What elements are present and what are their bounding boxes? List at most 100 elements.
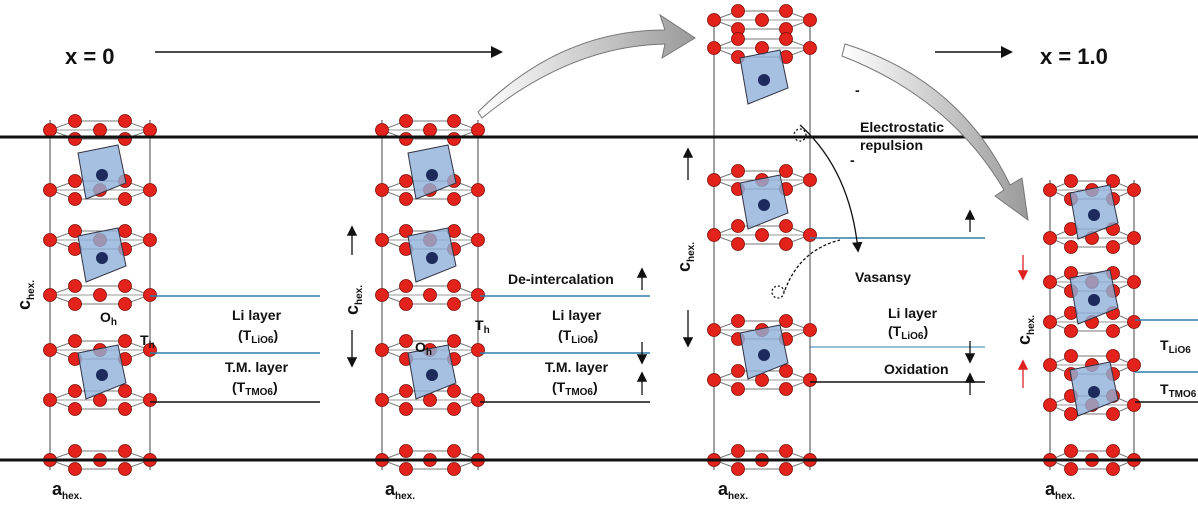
oxygen-atom: [375, 233, 389, 247]
oxygen-atom: [1127, 183, 1141, 197]
metal-atom: [758, 74, 770, 86]
oxygen-atom: [1064, 444, 1078, 458]
oxygen-atom: [118, 279, 132, 293]
oxygen-atom: [447, 334, 461, 348]
oxygen-atom: [779, 462, 793, 476]
a-axis-label: ahex.: [385, 479, 415, 502]
oxygen-atom: [1127, 315, 1141, 329]
metal-atom: [1088, 386, 1100, 398]
oxygen-atom: [471, 183, 485, 197]
oxygen-atom: [731, 444, 745, 458]
oxygen-atom: [118, 132, 132, 146]
oxygen-atom: [399, 402, 413, 416]
metal-atom: [1088, 294, 1100, 306]
oxygen-atom: [755, 13, 769, 27]
tm-layer-label: T.M. layer: [225, 359, 289, 375]
oxygen-atom: [399, 174, 413, 188]
oxygen-atom: [731, 32, 745, 46]
oxygen-atom: [447, 402, 461, 416]
oxygen-atom: [731, 364, 745, 378]
oxygen-atom: [375, 123, 389, 137]
process-label: De-intercalation: [508, 271, 614, 287]
oxygen-atom: [447, 192, 461, 206]
oxygen-atom: [1064, 240, 1078, 254]
oxygen-atom: [1127, 398, 1141, 412]
oxygen-atom: [1106, 174, 1120, 188]
a-axis-label: ahex.: [1045, 479, 1075, 502]
oxygen-atom: [803, 13, 817, 27]
oh-label: Oh: [415, 339, 432, 358]
oxygen-atom: [118, 334, 132, 348]
oxygen-atom: [423, 123, 437, 137]
oxygen-atom: [803, 173, 817, 187]
oxygen-atom: [43, 393, 57, 407]
oxygen-atom: [1043, 183, 1057, 197]
oxygen-atom: [1127, 275, 1141, 289]
tm-notation: (TTMO6): [232, 379, 278, 398]
oxygen-atom: [399, 192, 413, 206]
oxygen-atom: [779, 382, 793, 396]
oxygen-atom: [1106, 324, 1120, 338]
c-axis-label: chex.: [1014, 315, 1037, 345]
oxygen-atom: [1106, 349, 1120, 363]
tm-layer-label: T.M. layer: [545, 359, 609, 375]
oxygen-atom: [779, 314, 793, 328]
repulsion-label: Electrostatic: [860, 119, 944, 135]
oxygen-atom: [471, 288, 485, 302]
oxygen-atom: [143, 123, 157, 137]
oxygen-atom: [375, 393, 389, 407]
oxygen-atom: [68, 279, 82, 293]
oxygen-atom: [43, 123, 57, 137]
li-notation: (TLiO6): [888, 323, 928, 342]
oxygen-atom: [779, 164, 793, 178]
oxygen-atom: [731, 462, 745, 476]
a-axis-label: ahex.: [52, 479, 82, 502]
c-axis-label: chex.: [674, 242, 697, 272]
oxygen-atom: [399, 297, 413, 311]
oxygen-atom: [68, 114, 82, 128]
end-label: x = 1.0: [1040, 44, 1108, 69]
oxygen-atom: [118, 297, 132, 311]
oxygen-atom: [1064, 349, 1078, 363]
oxygen-atom: [399, 114, 413, 128]
oxygen-atom: [143, 393, 157, 407]
metal-atom: [758, 349, 770, 361]
oxygen-atom: [779, 4, 793, 18]
oxygen-atom: [118, 192, 132, 206]
curved-arrow: [841, 43, 1029, 222]
oxygen-atom: [68, 462, 82, 476]
oxygen-atom: [1064, 174, 1078, 188]
li-layer-label: Li layer: [888, 305, 938, 321]
oh-label: Oh: [100, 309, 117, 328]
oxygen-atom: [118, 402, 132, 416]
oxygen-atom: [399, 334, 413, 348]
oxygen-atom: [118, 114, 132, 128]
oxygen-atom: [399, 384, 413, 398]
li-layer-label: Li layer: [552, 307, 602, 323]
oxygen-atom: [1106, 462, 1120, 476]
li-notation: TLiO6: [1160, 337, 1191, 356]
oxygen-atom: [43, 233, 57, 247]
vacancy-label: Vasansy: [855, 269, 911, 285]
metal-atom: [96, 252, 108, 264]
structures: [43, 4, 1141, 476]
oxygen-atom: [731, 382, 745, 396]
layer-lines: [150, 237, 1198, 403]
oxygen-atom: [471, 123, 485, 137]
oxygen-atom: [93, 123, 107, 137]
oxygen-atom: [1127, 358, 1141, 372]
li-notation: (TLiO6): [558, 327, 598, 346]
oxygen-atom: [731, 4, 745, 18]
oxygen-atom: [68, 224, 82, 238]
curved-arrow: [477, 13, 696, 119]
oxygen-atom: [118, 462, 132, 476]
oxygen-atom: [399, 279, 413, 293]
oxygen-atom: [399, 462, 413, 476]
oxygen-atom: [447, 462, 461, 476]
charge: -: [855, 82, 860, 98]
oxygen-atom: [399, 444, 413, 458]
oxygen-atom: [779, 32, 793, 46]
oxygen-atom: [68, 334, 82, 348]
oxygen-atom: [1064, 407, 1078, 421]
oxygen-atom: [1064, 324, 1078, 338]
